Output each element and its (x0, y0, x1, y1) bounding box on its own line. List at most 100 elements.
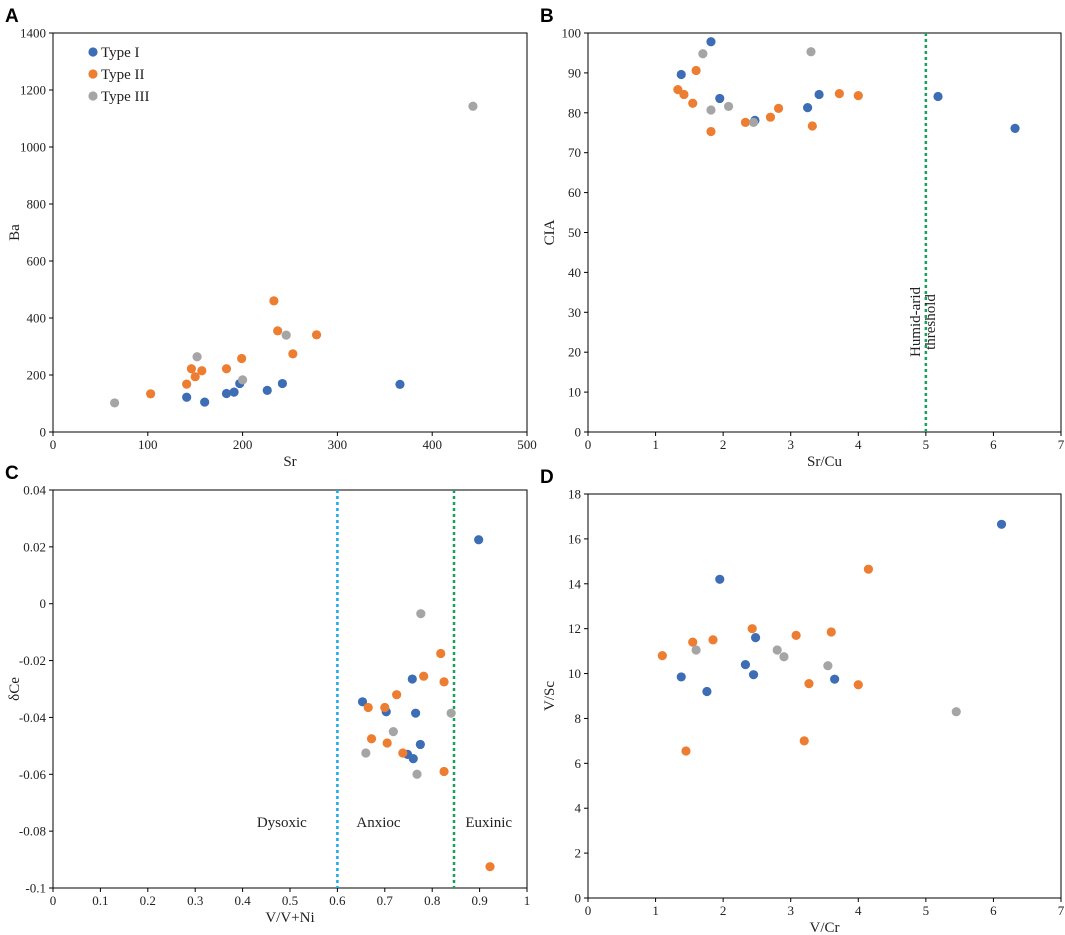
plot-frame (587, 493, 1062, 899)
data-point-type-ii (853, 680, 863, 690)
x-tick-label: 1 (652, 903, 659, 918)
data-point-type-ii (485, 862, 495, 872)
x-tick-label: 400 (422, 437, 442, 452)
y-tick-label: 16 (568, 531, 582, 546)
data-point-type-iii (723, 101, 734, 112)
data-point-type-iii (388, 727, 398, 737)
data-point-type-ii (182, 379, 192, 389)
data-point-type-ii (863, 564, 874, 574)
plot-frame (52, 32, 528, 433)
data-point-type-ii (311, 330, 322, 340)
data-point-type-i (933, 91, 943, 102)
data-point-type-ii (146, 389, 156, 399)
y-tick-label: 10 (568, 385, 581, 400)
data-point-type-ii (807, 121, 817, 131)
data-point-type-ii (419, 671, 429, 681)
y-tick-label: 14 (568, 576, 582, 591)
x-tick-label: 300 (328, 437, 348, 452)
data-point-type-ii (691, 65, 701, 76)
data-point-type-ii (708, 635, 718, 645)
y-tick-label: 200 (27, 368, 47, 383)
x-tick-label: 0.2 (140, 893, 156, 908)
data-point-type-ii (706, 126, 716, 137)
data-point-type-ii (799, 736, 809, 746)
data-point-type-i (676, 69, 686, 80)
region-label: Dysoxic (257, 815, 307, 831)
data-point-type-i (814, 89, 824, 100)
y-tick-label: 1400 (20, 26, 46, 41)
data-point-type-ii (380, 702, 390, 713)
y-tick-label: 400 (27, 311, 47, 326)
y-tick-label: 800 (27, 197, 47, 212)
y-tick-label: -0.04 (19, 710, 47, 725)
data-point-type-iii (412, 769, 422, 779)
data-point-type-i (706, 37, 716, 47)
y-tick-label: -0.02 (19, 653, 46, 668)
y-tick-label: 18 (568, 487, 581, 502)
y-tick-label: 8 (575, 711, 582, 726)
x-tick-label: 0 (585, 437, 592, 452)
x-tick-label: 0.3 (187, 893, 203, 908)
panel-c: C 0 0.1 0.2 0.3 0.4 0.5 0.6 0.7 0.8 0.9 1 -0.1 -0.08 -… (5, 463, 530, 926)
data-point-type-ii (392, 690, 402, 700)
data-point-type-iii (748, 117, 759, 127)
y-tick-label: 2 (575, 846, 582, 861)
x-tick-label: 1 (524, 893, 531, 908)
y-tick-label: 50 (568, 225, 581, 240)
panel-letter: C (5, 463, 19, 484)
panel-letter: A (5, 6, 19, 27)
data-point-type-iii (772, 645, 782, 655)
data-point-type-iii (281, 330, 291, 340)
data-point-type-iii (691, 645, 701, 655)
legend-marker (88, 69, 98, 79)
x-tick-label: 2 (720, 903, 727, 918)
x-axis-label: Sr/Cu (807, 454, 843, 470)
y-tick-label: 20 (568, 345, 581, 360)
data-point-type-ii (439, 677, 449, 687)
x-tick-label: 0 (585, 903, 592, 918)
x-tick-label: 500 (517, 437, 537, 452)
legend-label: Type II (101, 67, 145, 83)
legend-label: Type I (101, 45, 140, 61)
y-tick-label: 1000 (20, 140, 46, 155)
x-tick-label: 0.7 (377, 893, 394, 908)
y-tick-label: 12 (568, 621, 581, 636)
data-point-type-i (830, 674, 840, 684)
data-point-type-iii (238, 375, 248, 385)
panel-b: B0 1 2 3 4 5 6 70102030405060708090100Sr/CuCIAH… (540, 6, 1065, 470)
data-point-type-ii (826, 627, 836, 637)
y-tick-label: 90 (568, 65, 581, 80)
y-axis-label: Ba (7, 224, 23, 241)
panel-letter: D (540, 467, 554, 488)
x-tick-label: 0.6 (329, 893, 346, 908)
threshold-label: threshold (923, 294, 939, 350)
data-point-type-iii (192, 352, 202, 362)
x-tick-label: 100 (138, 437, 158, 452)
data-point-type-i (262, 385, 272, 395)
data-point-type-i (676, 672, 686, 682)
data-point-type-ii (382, 738, 392, 748)
y-tick-label: 0.04 (23, 483, 46, 498)
x-tick-label: 7 (1058, 437, 1065, 452)
data-point-type-ii (679, 89, 689, 100)
data-point-type-i (407, 674, 417, 684)
data-point-type-ii (740, 117, 751, 127)
x-tick-label: 0.8 (424, 893, 440, 908)
data-point-type-iii (706, 105, 716, 115)
data-point-type-i (182, 392, 192, 402)
data-point-type-ii (834, 89, 844, 99)
data-point-type-i (715, 93, 725, 104)
data-point-type-i (221, 388, 232, 399)
y-tick-label: 30 (568, 305, 581, 320)
y-tick-label: 80 (568, 105, 581, 120)
data-point-type-i (395, 379, 405, 390)
y-tick-label: -0.08 (19, 824, 46, 839)
y-tick-label: 6 (575, 756, 582, 771)
y-tick-label: -0.1 (25, 881, 46, 896)
y-tick-label: -0.06 (19, 767, 47, 782)
y-tick-label: 600 (27, 254, 47, 269)
data-point-type-ii (366, 734, 377, 744)
data-point-type-ii (273, 326, 283, 336)
data-point-type-i (996, 519, 1007, 529)
